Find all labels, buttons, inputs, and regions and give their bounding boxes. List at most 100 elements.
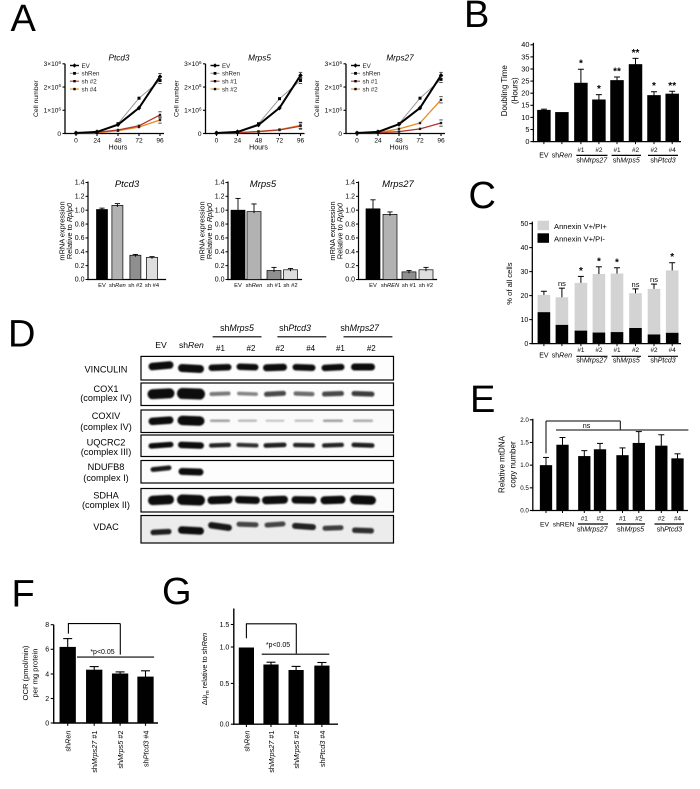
svg-text:#1: #1: [577, 147, 585, 154]
svg-text:30: 30: [521, 64, 529, 73]
svg-text:10: 10: [521, 113, 529, 122]
svg-text:sh #2: sh #2: [363, 86, 379, 93]
svg-text:1.4: 1.4: [75, 180, 85, 187]
svg-text:3×106: 3×106: [184, 60, 202, 68]
svg-text:0.5: 0.5: [220, 681, 230, 688]
svg-text:sh #1: sh #1: [267, 283, 281, 289]
svg-text:1.5: 1.5: [220, 622, 230, 629]
svg-text:3×106: 3×106: [325, 60, 343, 68]
svg-text:sh #2: sh #2: [419, 283, 433, 289]
svg-text:0.6: 0.6: [215, 235, 225, 242]
svg-text:*: *: [579, 266, 583, 277]
svg-text:shMrps5 #2: shMrps5 #2: [292, 731, 301, 769]
svg-text:F: F: [12, 574, 35, 616]
svg-text:**: **: [632, 48, 640, 59]
svg-text:25: 25: [521, 77, 529, 86]
svg-text:3×106: 3×106: [44, 60, 62, 68]
svg-text:1.0: 1.0: [75, 207, 85, 214]
svg-text:(complex II): (complex II): [82, 500, 130, 510]
svg-text:*: *: [579, 59, 583, 70]
svg-text:shRen: shRen: [82, 71, 100, 78]
svg-text:48: 48: [395, 138, 403, 145]
svg-text:24: 24: [234, 138, 242, 145]
svg-text:#1: #1: [613, 347, 621, 354]
svg-text:EV: EV: [539, 353, 549, 360]
svg-text:EV: EV: [363, 63, 372, 70]
svg-text:sh #1: sh #1: [222, 79, 238, 86]
svg-text:shPtcd3 #4: shPtcd3 #4: [318, 731, 327, 768]
svg-text:0.5: 0.5: [520, 485, 529, 492]
svg-text:0: 0: [338, 131, 342, 138]
svg-text:shRen: shRen: [222, 71, 240, 78]
svg-text:0.8: 0.8: [345, 221, 355, 228]
svg-text:1.0: 1.0: [220, 644, 230, 651]
svg-text:0.0: 0.0: [215, 277, 225, 284]
svg-text:#2: #2: [632, 147, 640, 154]
svg-text:Mrps27: Mrps27: [386, 54, 414, 63]
svg-text:0.4: 0.4: [75, 249, 85, 256]
svg-text:1×106: 1×106: [44, 106, 62, 114]
svg-text:*: *: [652, 81, 656, 92]
svg-text:Annexin V+/PI-: Annexin V+/PI-: [554, 235, 605, 244]
svg-text:24: 24: [374, 138, 382, 145]
svg-text:**: **: [668, 81, 676, 92]
svg-text:50: 50: [521, 221, 529, 228]
svg-text:0: 0: [198, 131, 202, 138]
svg-text:#1: #1: [216, 344, 225, 353]
svg-text:shPtcd3 #4: shPtcd3 #4: [142, 731, 151, 768]
svg-text:Cell number: Cell number: [314, 80, 321, 117]
svg-text:72: 72: [276, 138, 284, 145]
svg-text:48: 48: [114, 138, 122, 145]
svg-text:1×106: 1×106: [325, 106, 343, 114]
svg-text:mRNA expressionRelative to Rpl: mRNA expressionRelative to Rplp0: [57, 201, 74, 260]
svg-text:sh #2: sh #2: [283, 283, 297, 289]
svg-text:SDHA: SDHA: [93, 491, 119, 501]
svg-text:0.0: 0.0: [75, 277, 85, 284]
svg-text:VDAC: VDAC: [93, 522, 119, 532]
svg-text:Doubling Time(Hours): Doubling Time (Hours): [500, 65, 520, 117]
svg-text:#4: #4: [306, 344, 315, 353]
svg-text:2: 2: [45, 696, 49, 703]
svg-text:0: 0: [215, 138, 219, 145]
svg-text:1.0: 1.0: [520, 462, 529, 469]
svg-text:shMrps27: shMrps27: [577, 526, 609, 533]
svg-text:Δψm relative to shRen: Δψm relative to shRen: [200, 633, 211, 705]
svg-text:shRen: shRen: [363, 71, 381, 78]
svg-text:EV: EV: [539, 153, 549, 160]
svg-text:shREN: shREN: [553, 521, 575, 528]
svg-text:shRen: shRen: [64, 731, 73, 752]
svg-text:COX1: COX1: [93, 384, 118, 394]
svg-text:Annexin V+/PI+: Annexin V+/PI+: [554, 222, 607, 231]
svg-text:COXIV: COXIV: [92, 411, 121, 421]
svg-text:shRen: shRen: [246, 283, 263, 289]
svg-text:Mrps5: Mrps5: [250, 179, 277, 190]
svg-text:1.4: 1.4: [345, 180, 355, 187]
svg-text:Ptcd3: Ptcd3: [115, 179, 140, 190]
svg-text:shMrps5: shMrps5: [613, 358, 640, 365]
svg-text:NDUFB8: NDUFB8: [88, 462, 125, 472]
svg-text:#1: #1: [581, 516, 589, 523]
svg-text:96: 96: [156, 138, 164, 145]
svg-text:(complex IV): (complex IV): [80, 393, 132, 403]
svg-text:*: *: [615, 257, 619, 268]
svg-text:shMrps27: shMrps27: [576, 158, 608, 165]
svg-text:Mrps27: Mrps27: [382, 179, 414, 190]
svg-text:shPtcd3: shPtcd3: [650, 358, 675, 365]
svg-text:EV: EV: [540, 521, 550, 528]
svg-text:1.4: 1.4: [215, 180, 225, 187]
svg-text:shRen: shRen: [552, 353, 572, 360]
svg-text:15: 15: [521, 101, 529, 110]
svg-text:#2: #2: [595, 147, 603, 154]
svg-text:#4: #4: [669, 347, 677, 354]
svg-text:B: B: [464, 0, 489, 36]
svg-text:D: D: [8, 314, 35, 356]
svg-text:EV: EV: [98, 283, 106, 289]
svg-text:OCR (pmol/min)per mg protein: OCR (pmol/min)per mg protein: [21, 645, 39, 700]
svg-text:0.8: 0.8: [215, 221, 225, 228]
svg-text:2.0: 2.0: [520, 417, 529, 424]
svg-text:0.0: 0.0: [345, 277, 355, 284]
svg-text:5: 5: [525, 125, 529, 134]
svg-text:sh #4: sh #4: [82, 86, 98, 93]
svg-text:#2: #2: [276, 344, 285, 353]
svg-text:EV: EV: [155, 340, 167, 350]
